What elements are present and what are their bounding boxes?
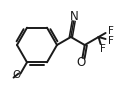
Text: O: O <box>12 70 21 80</box>
Text: N: N <box>70 10 78 23</box>
Text: O: O <box>77 56 86 69</box>
Text: F: F <box>108 36 114 46</box>
Text: F: F <box>100 44 105 54</box>
Text: F: F <box>108 26 114 36</box>
